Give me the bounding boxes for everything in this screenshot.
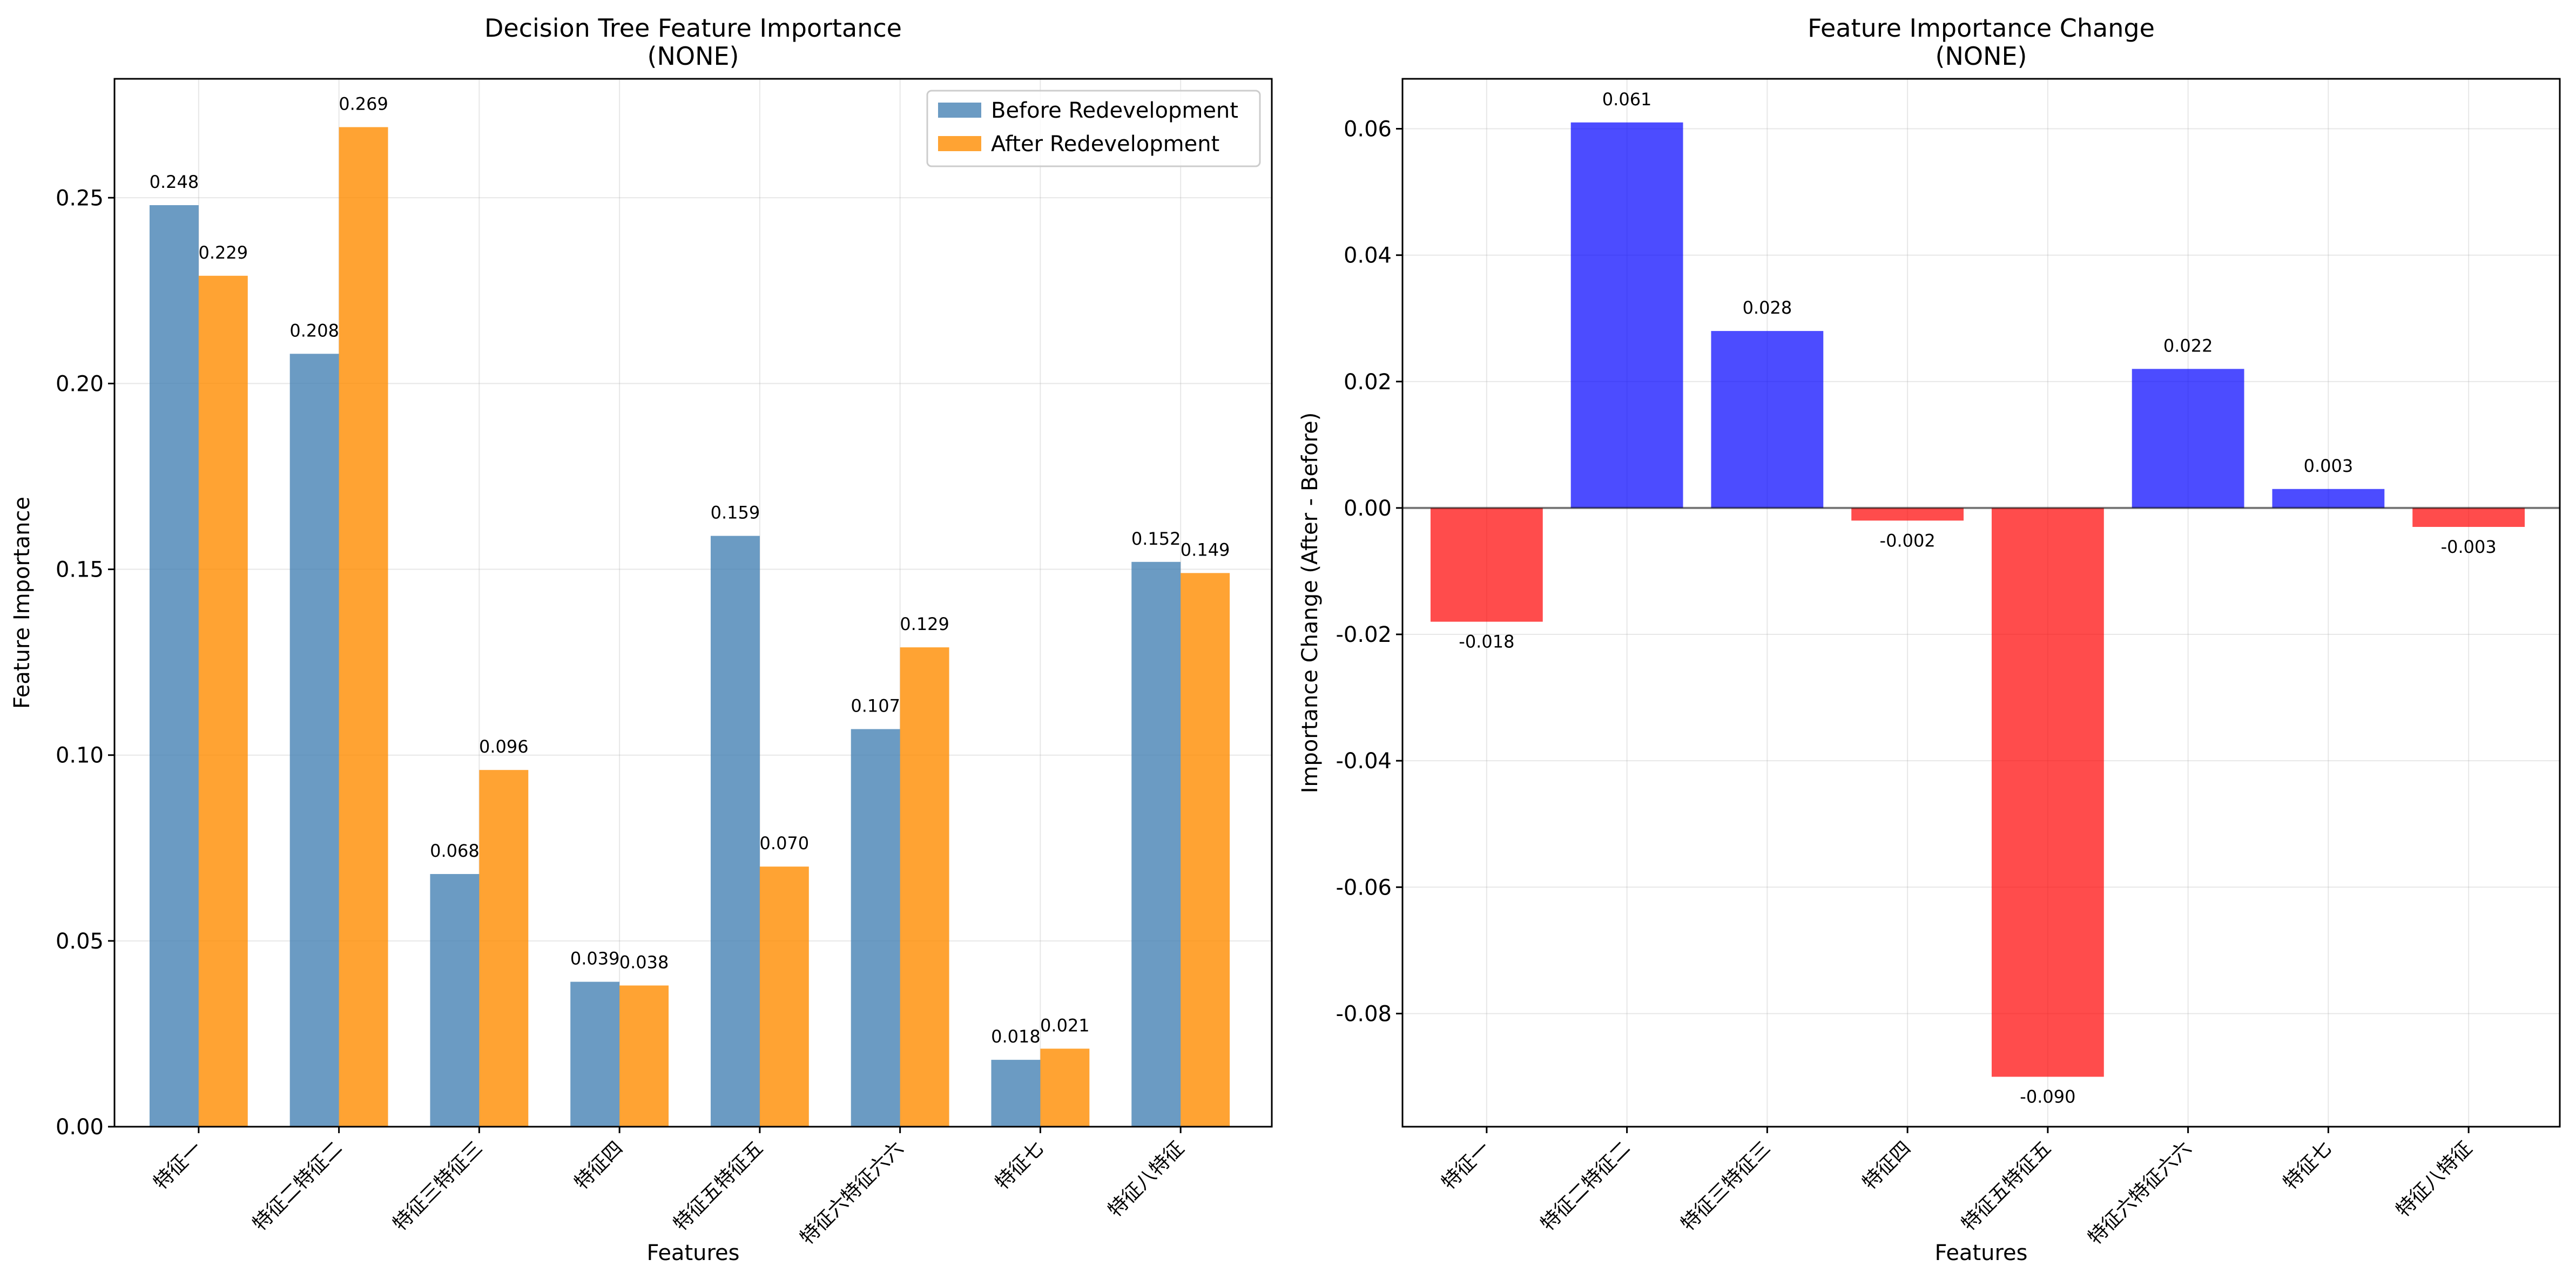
y-tick-label: 0.04 (1344, 243, 1392, 268)
legend: Before Redevelopment After Redevelopment (926, 90, 1261, 167)
bar-after-redevelopment (759, 866, 809, 1127)
legend-box (926, 90, 1261, 167)
data-label-before-redevelopment: 0.208 (289, 320, 339, 341)
bar-before-redevelopment (430, 874, 480, 1127)
bar-after-redevelopment (1181, 573, 1230, 1127)
y-tick-label: 0.06 (1344, 117, 1392, 141)
y-tick-label: 0.00 (56, 1115, 104, 1140)
x-tick-label: 特征四 (570, 1137, 627, 1194)
bar-increase (1711, 331, 1824, 508)
y-axis-label: Importance Change (After - Before) (1298, 412, 1323, 794)
data-label-after-redevelopment: 0.269 (339, 93, 388, 114)
bar-after-redevelopment (900, 647, 949, 1127)
x-tick-label: 特征七 (2279, 1137, 2336, 1194)
data-label-change: -0.018 (1459, 632, 1514, 652)
data-label-after-redevelopment: 0.070 (760, 833, 810, 854)
y-tick-label: -0.04 (1336, 749, 1392, 774)
chart-title: Feature Importance Change (NONE) (1808, 13, 2155, 71)
x-tick-label: 特征一 (150, 1137, 206, 1194)
x-tick-label: 特征八特征 (2392, 1137, 2476, 1221)
data-label-change: 0.061 (1602, 89, 1652, 110)
data-label-after-redevelopment: 0.129 (900, 614, 949, 634)
data-label-after-redevelopment: 0.149 (1181, 539, 1230, 560)
x-axis-label: Features (647, 1241, 740, 1265)
y-tick-label: 0.20 (56, 371, 104, 396)
importance-change-chart: Feature Importance Change (NONE) -0.08 -0.0… (1298, 13, 2561, 1265)
y-tick-label: 0.25 (56, 186, 104, 211)
bar-increase (2132, 369, 2244, 508)
bar-after-redevelopment (339, 127, 388, 1127)
legend-label-after-redevelopment: After Redevelopment (991, 132, 1219, 157)
bar-before-redevelopment (710, 536, 760, 1127)
data-label-before-redevelopment: 0.039 (570, 949, 620, 969)
y-tick-label: 0.00 (1344, 496, 1392, 521)
bar-after-redevelopment (479, 770, 529, 1127)
data-label-after-redevelopment: 0.021 (1040, 1015, 1090, 1035)
bar-increase (1570, 122, 1683, 508)
y-tick-label: -0.08 (1336, 1001, 1392, 1026)
legend-label-before-redevelopment: Before Redevelopment (991, 98, 1238, 123)
bar-decrease (1991, 507, 2104, 1077)
x-tick-label: 特征一 (1438, 1137, 1494, 1194)
bar-before-redevelopment (1131, 561, 1181, 1127)
y-tick-label: -0.02 (1336, 622, 1392, 647)
data-label-change: 0.028 (1743, 297, 1792, 318)
chart-title: Decision Tree Feature Importance (NONE) (484, 13, 902, 71)
data-label-before-redevelopment: 0.159 (711, 503, 760, 523)
data-label-change: 0.003 (2304, 456, 2354, 476)
x-tick-label: 特征四 (1858, 1137, 1915, 1194)
bar-decrease (2412, 507, 2525, 527)
bar-before-redevelopment (570, 981, 620, 1127)
y-tick-label: 0.05 (56, 929, 104, 954)
x-axis-label: Features (1935, 1241, 2028, 1265)
x-tick-label: 特征三特征三 (1677, 1137, 1775, 1235)
feature-importance-chart: Decision Tree Feature Importance (NONE) 0.… (10, 13, 1273, 1265)
data-label-change: -0.003 (2441, 537, 2497, 557)
data-label-before-redevelopment: 0.018 (991, 1026, 1041, 1047)
x-tick-label: 特征三特征三 (389, 1137, 487, 1235)
data-label-before-redevelopment: 0.068 (430, 841, 480, 861)
bar-increase (2272, 489, 2385, 508)
data-label-after-redevelopment: 0.229 (199, 242, 248, 263)
data-label-change: -0.002 (1880, 530, 1936, 551)
x-tick-label: 特征五特征五 (1958, 1137, 2056, 1235)
bar-before-redevelopment (851, 729, 900, 1127)
data-label-before-redevelopment: 0.107 (851, 696, 900, 716)
bar-before-redevelopment (149, 205, 199, 1127)
y-tick-label: -0.06 (1336, 875, 1392, 900)
data-label-change: -0.090 (2020, 1087, 2075, 1107)
x-tick-label: 特征六特征六六 (796, 1137, 908, 1249)
bar-decrease (1430, 507, 1543, 622)
plot-frame (1401, 78, 2561, 1128)
bar-before-redevelopment (991, 1060, 1041, 1127)
legend-swatch-after-redevelopment (938, 136, 981, 151)
data-label-after-redevelopment: 0.038 (619, 952, 669, 972)
x-tick-label: 特征五特征五 (670, 1137, 768, 1235)
data-label-before-redevelopment: 0.152 (1131, 529, 1181, 549)
x-tick-label: 特征二特征二 (1536, 1137, 1635, 1235)
y-axis-label: Feature Importance (10, 497, 35, 709)
legend-swatch-before-redevelopment (938, 103, 981, 118)
x-tick-label: 特征七 (991, 1137, 1048, 1194)
x-tick-label: 特征八特征 (1104, 1137, 1188, 1221)
bar-after-redevelopment (198, 275, 248, 1127)
bar-after-redevelopment (619, 985, 669, 1127)
data-label-before-redevelopment: 0.248 (150, 172, 199, 192)
bar-before-redevelopment (289, 354, 339, 1127)
y-tick-label: 0.15 (56, 558, 104, 583)
y-tick-label: 0.10 (56, 743, 104, 768)
x-tick-label: 特征二特征二 (248, 1137, 347, 1235)
data-label-after-redevelopment: 0.096 (479, 736, 529, 757)
data-label-change: 0.022 (2163, 335, 2213, 356)
plot-frame (113, 78, 1273, 1128)
bar-after-redevelopment (1040, 1048, 1090, 1127)
x-tick-label: 特征六特征六六 (2084, 1137, 2196, 1249)
y-tick-label: 0.02 (1344, 370, 1392, 395)
bar-decrease (1851, 507, 1964, 521)
